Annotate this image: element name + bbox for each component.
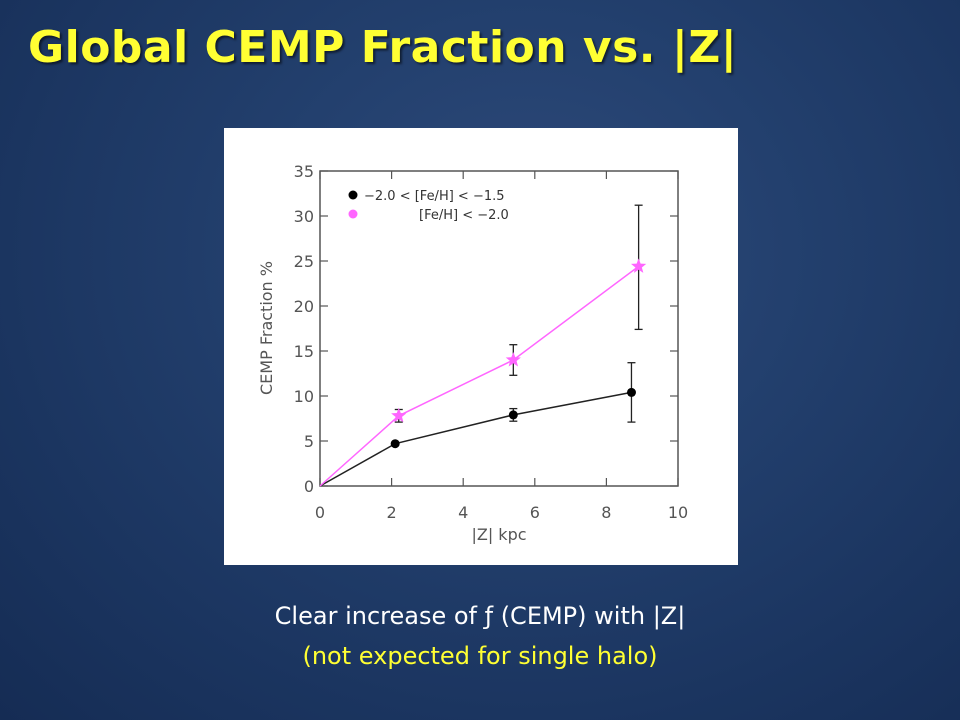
y-tick-label: 10 xyxy=(294,387,314,406)
y-tick-label: 15 xyxy=(294,342,314,361)
figure-panel: 0 5 10 15 20 25 30 35 0 2 4 6 8 10 −2.0 < [Fe/H] < −… xyxy=(224,128,738,565)
data-point xyxy=(390,439,400,449)
y-axis-label: CEMP Fraction % xyxy=(257,261,276,395)
data-point xyxy=(505,352,521,367)
x-tick-label: 6 xyxy=(530,503,540,522)
series-line xyxy=(319,391,632,487)
series-layer xyxy=(319,204,647,487)
data-point xyxy=(391,407,407,423)
series-line xyxy=(319,265,640,487)
caption-main: Clear increase of ƒ (CEMP) with |Z| xyxy=(274,602,686,630)
data-point xyxy=(508,410,518,420)
x-axis-label: |Z| kpc xyxy=(471,525,526,544)
x-axis-ticks: 0 2 4 6 8 10 xyxy=(315,171,688,522)
x-tick-label: 10 xyxy=(668,503,688,522)
legend-marker-metal-poor xyxy=(348,209,358,219)
y-tick-label: 35 xyxy=(294,162,314,181)
y-axis-ticks: 0 5 10 15 20 25 30 35 xyxy=(294,162,678,496)
cemp-fraction-chart: 0 5 10 15 20 25 30 35 0 2 4 6 8 10 −2.0 < [Fe/H] < −… xyxy=(257,162,688,544)
legend-label-moderate: −2.0 < [Fe/H] < −1.5 xyxy=(364,189,505,204)
legend-marker-moderate xyxy=(348,190,358,200)
series-moderate xyxy=(319,362,636,487)
x-tick-label: 0 xyxy=(315,503,325,522)
slide-title: Global CEMP Fraction vs. |Z| xyxy=(28,22,738,73)
data-point xyxy=(626,387,636,397)
y-tick-label: 25 xyxy=(294,252,314,271)
x-tick-label: 4 xyxy=(458,503,468,522)
plot-frame xyxy=(319,170,679,487)
caption-sub: (not expected for single halo) xyxy=(302,642,658,670)
y-tick-label: 0 xyxy=(304,477,314,496)
x-tick-label: 2 xyxy=(387,503,397,522)
series-metal-poor xyxy=(319,204,647,487)
data-point xyxy=(631,258,647,273)
legend: −2.0 < [Fe/H] < −1.5 [Fe/H] < −2.0 xyxy=(348,189,509,223)
x-tick-label: 8 xyxy=(601,503,611,522)
legend-label-metal-poor: [Fe/H] < −2.0 xyxy=(419,208,509,223)
y-tick-label: 30 xyxy=(294,207,314,226)
y-tick-label: 5 xyxy=(304,432,314,451)
y-tick-label: 20 xyxy=(294,297,314,316)
